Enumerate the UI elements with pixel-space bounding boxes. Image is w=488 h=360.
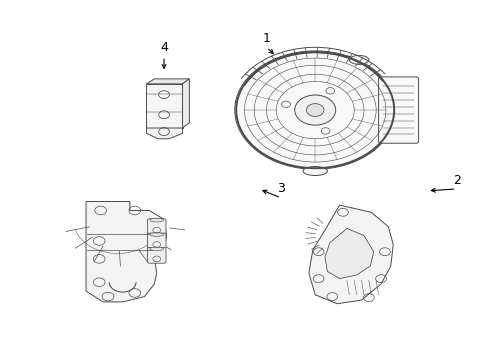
Ellipse shape (303, 167, 327, 176)
FancyBboxPatch shape (147, 233, 165, 249)
Circle shape (234, 51, 395, 169)
Text: 3: 3 (277, 183, 285, 195)
Text: 1: 1 (262, 32, 270, 45)
FancyBboxPatch shape (378, 77, 418, 143)
Ellipse shape (150, 247, 163, 251)
FancyBboxPatch shape (147, 219, 165, 234)
Polygon shape (86, 202, 166, 302)
Text: 4: 4 (160, 41, 168, 54)
Text: 2: 2 (452, 174, 460, 186)
Polygon shape (146, 128, 182, 139)
Polygon shape (325, 228, 373, 279)
Ellipse shape (150, 219, 163, 222)
Polygon shape (146, 84, 182, 128)
Polygon shape (182, 79, 189, 128)
Polygon shape (308, 205, 392, 304)
FancyBboxPatch shape (147, 247, 165, 263)
Circle shape (306, 104, 324, 117)
Ellipse shape (348, 55, 368, 64)
Polygon shape (146, 79, 189, 84)
Circle shape (294, 95, 335, 125)
Ellipse shape (150, 233, 163, 236)
